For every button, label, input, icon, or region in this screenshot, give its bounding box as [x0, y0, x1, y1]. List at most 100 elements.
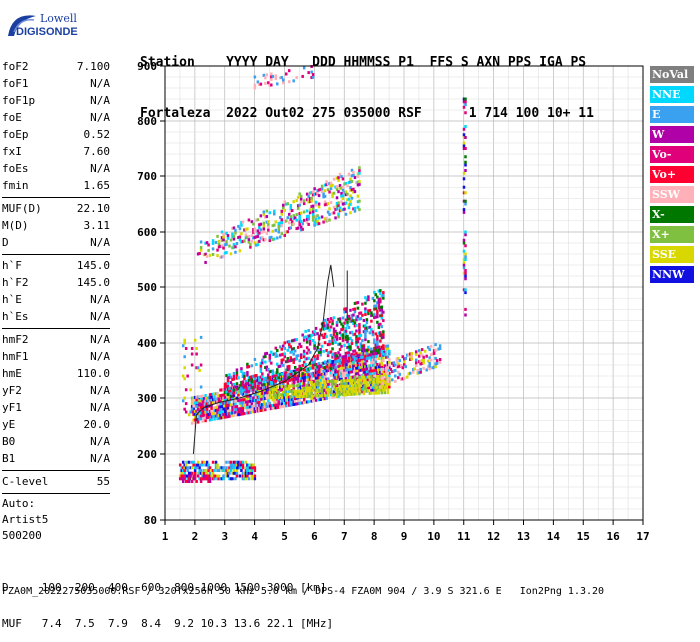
echo-point: [464, 233, 467, 237]
echo-point: [284, 398, 288, 402]
echo-point: [273, 380, 276, 384]
echo-point: [380, 294, 384, 298]
echo-point: [304, 363, 307, 367]
echo-point: [419, 367, 422, 371]
echo-point: [211, 477, 215, 481]
echo-point: [198, 411, 201, 415]
echo-point: [347, 314, 351, 318]
echo-point: [240, 460, 243, 464]
echo-point: [195, 463, 198, 467]
echo-point: [314, 203, 318, 207]
echo-point: [328, 328, 331, 332]
station-header: Station YYYY DAY DDD HHMMSS P1 FFS S AXN…: [140, 20, 594, 139]
echo-point: [323, 385, 327, 389]
echo-point: [264, 366, 267, 370]
echo-point: [356, 337, 360, 341]
param-value: N/A: [90, 293, 110, 306]
echo-point: [210, 409, 213, 413]
echo-point: [299, 392, 303, 396]
echo-point: [220, 396, 224, 400]
echo-point: [380, 311, 384, 315]
echo-point: [222, 477, 225, 481]
echo-point: [302, 401, 306, 405]
echo-point: [349, 376, 352, 380]
echo-point: [316, 365, 319, 369]
echo-point: [365, 383, 369, 387]
echo-point: [359, 317, 363, 321]
echo-point: [279, 405, 282, 409]
echo-point: [376, 312, 379, 316]
echo-point: [308, 389, 312, 393]
echo-point: [337, 364, 340, 368]
echo-point: [246, 408, 249, 412]
echo-point: [335, 335, 339, 339]
echo-point: [358, 325, 361, 329]
echo-point: [377, 345, 381, 349]
echo-point: [400, 377, 403, 381]
echo-point: [462, 263, 466, 267]
echo-point: [289, 378, 292, 382]
echo-point: [392, 361, 396, 365]
echo-point: [226, 398, 230, 402]
echo-point: [195, 409, 198, 413]
echo-point: [367, 348, 370, 352]
muf-row: MUF 7.4 7.5 7.9 8.4 9.2 10.3 13.6 22.1 […: [2, 617, 334, 630]
echo-point: [329, 387, 333, 391]
echo-point: [370, 388, 373, 392]
echo-point: [334, 362, 337, 366]
echo-point: [299, 371, 303, 375]
echo-point: [376, 334, 379, 338]
echo-point: [223, 393, 227, 397]
echo-point: [365, 318, 369, 322]
echo-point: [264, 391, 267, 395]
echo-point: [295, 199, 298, 203]
echo-point: [328, 359, 331, 363]
echo-point: [302, 370, 306, 374]
echo-point: [247, 389, 251, 393]
echo-point: [234, 231, 237, 235]
echo-point: [346, 345, 349, 349]
echo-point: [332, 316, 336, 320]
echo-point: [438, 344, 442, 348]
echo-point: [305, 198, 309, 202]
echo-point: [204, 241, 207, 245]
echo-point: [279, 393, 282, 397]
echo-point: [307, 214, 310, 218]
param-value: N/A: [90, 452, 110, 465]
echo-point: [343, 330, 346, 334]
echo-point: [334, 370, 337, 374]
echo-point: [222, 415, 225, 419]
echo-point: [292, 397, 295, 401]
echo-point: [305, 386, 309, 390]
echo-point: [262, 355, 266, 359]
echo-point: [341, 336, 345, 340]
echo-point: [249, 471, 252, 475]
echo-point: [322, 322, 325, 326]
echo-point: [338, 387, 342, 391]
echo-point: [207, 466, 210, 470]
echo-point: [286, 348, 289, 352]
echo-point: [350, 168, 354, 172]
echo-point: [247, 378, 251, 382]
echo-point: [261, 236, 264, 240]
echo-point: [408, 352, 412, 356]
echo-point: [365, 378, 369, 382]
echo-point: [311, 190, 315, 194]
echo-point: [365, 359, 369, 363]
echo-point: [364, 332, 367, 336]
echo-point: [356, 306, 360, 310]
echo-point: [462, 208, 466, 212]
echo-point: [258, 231, 261, 235]
echo-point: [282, 396, 285, 400]
echo-point: [222, 235, 225, 239]
echo-point: [293, 377, 297, 381]
echo-point: [207, 401, 210, 405]
echo-point: [258, 378, 261, 382]
echo-point: [358, 331, 361, 335]
echo-point: [301, 74, 304, 78]
echo-point: [307, 400, 310, 404]
echo-point: [350, 362, 354, 366]
echo-point: [368, 369, 372, 373]
echo-point: [208, 253, 212, 257]
echo-point: [250, 380, 254, 384]
